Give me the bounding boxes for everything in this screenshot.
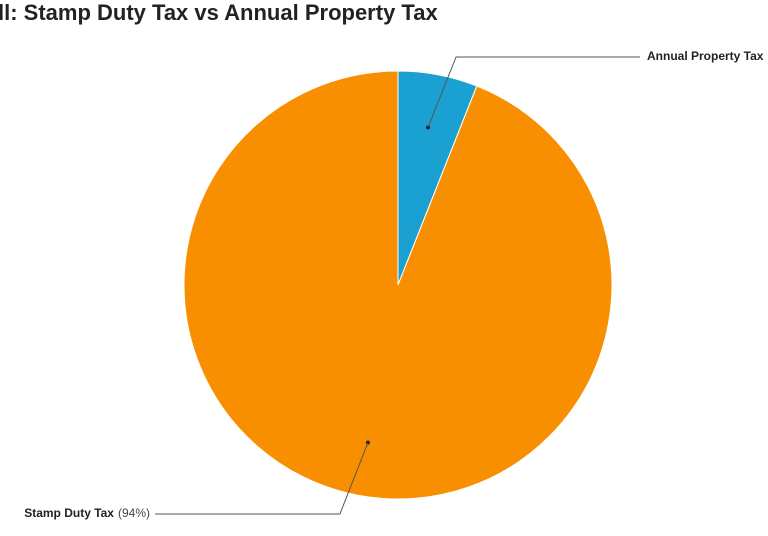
- leader-line: [427, 56, 640, 128]
- pie-slice: [183, 70, 613, 500]
- slice-name: Annual Property Tax: [647, 49, 764, 63]
- chart-title: ll: Stamp Duty Tax vs Annual Property Ta…: [0, 0, 438, 25]
- slice-name: Stamp Duty Tax: [24, 506, 114, 520]
- slice-label: Annual Property Tax: [647, 49, 764, 63]
- leader-line: [155, 442, 369, 515]
- slice-value: (94%): [118, 506, 150, 520]
- slice-label: Stamp Duty Tax (94%): [24, 506, 150, 520]
